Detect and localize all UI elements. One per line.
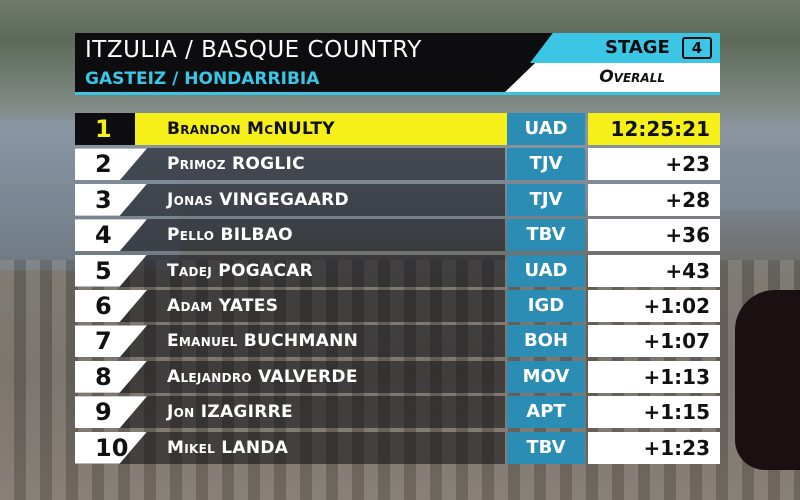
standings-row: 5 Tadej POGACAR UAD +43 (75, 254, 720, 287)
rider-name: Jonas VINGEGAARD (167, 189, 349, 210)
team-code: UAD (507, 113, 585, 145)
time-gap: 12:25:21 (588, 113, 720, 145)
name-bar (75, 148, 505, 181)
time-gap: +1:07 (588, 325, 720, 358)
time-gap: +1:15 (588, 396, 720, 429)
team-code: BOH (507, 325, 585, 358)
rider-name: Alejandro VALVERDE (167, 366, 358, 387)
name-bar (75, 431, 505, 464)
position: 1 (75, 113, 135, 145)
rider-name: Brandon McNULTY (167, 119, 335, 139)
rider-silhouette (735, 290, 800, 470)
time-gap: +1:23 (588, 431, 720, 464)
rider-name: Emanuel BUCHMANN (167, 331, 359, 352)
rider-name: Primoz ROGLIC (167, 154, 305, 175)
time-gap: +36 (588, 219, 720, 252)
time-gap: +23 (588, 148, 720, 181)
time-gap: +28 (588, 183, 720, 216)
name-bar (75, 219, 505, 252)
standings-row: 3 Jonas VINGEGAARD TJV +28 (75, 183, 720, 216)
standings-row: 1 Brandon McNULTY UAD 12:25:21 (75, 113, 720, 145)
team-code: TBV (507, 431, 585, 464)
name-bar (75, 290, 505, 322)
name-bar (100, 113, 507, 145)
standings-row: 10 Mikel LANDA TBV +1:23 (75, 431, 720, 464)
classification-label: Overall (505, 63, 720, 92)
stage-number: 4 (682, 37, 712, 59)
name-bar (75, 183, 505, 216)
team-code: UAD (507, 254, 585, 287)
standings-row: 4 Pello BILBAO TBV +36 (75, 219, 720, 252)
name-bar (75, 360, 505, 393)
rider-name: Mikel LANDA (167, 437, 289, 458)
rider-name: Jon IZAGIRRE (167, 402, 293, 423)
time-gap: +43 (588, 254, 720, 287)
name-bar (75, 254, 505, 287)
team-code: TJV (507, 148, 585, 181)
team-code: MOV (507, 360, 585, 393)
standings-row: 6 Adam YATES IGD +1:02 (75, 290, 720, 322)
standings-row: 8 Alejandro VALVERDE MOV +1:13 (75, 360, 720, 393)
rider-name: Adam YATES (167, 296, 279, 316)
team-code: APT (507, 396, 585, 429)
team-code: TBV (507, 219, 585, 252)
standings-row: 7 Emanuel BUCHMANN BOH +1:07 (75, 325, 720, 358)
race-title: ITZULIA / BASQUE COUNTRY (85, 37, 422, 63)
stage-route: GASTEIZ / HONDARRIBIA (85, 69, 320, 89)
team-code: TJV (507, 183, 585, 216)
team-code: IGD (507, 290, 585, 322)
rider-name: Tadej POGACAR (167, 260, 314, 281)
standings-row: 2 Primoz ROGLIC TJV +23 (75, 148, 720, 181)
time-gap: +1:13 (588, 360, 720, 393)
name-bar (75, 325, 505, 358)
time-gap: +1:02 (588, 290, 720, 322)
standings-row: 9 Jon IZAGIRRE APT +1:15 (75, 396, 720, 429)
rider-name: Pello BILBAO (167, 225, 293, 246)
name-bar (75, 396, 505, 429)
stage-label: STAGE (605, 37, 670, 58)
standings-header: ITZULIA / BASQUE COUNTRY GASTEIZ / HONDA… (75, 33, 720, 95)
stage-badge: STAGE 4 (530, 33, 720, 63)
